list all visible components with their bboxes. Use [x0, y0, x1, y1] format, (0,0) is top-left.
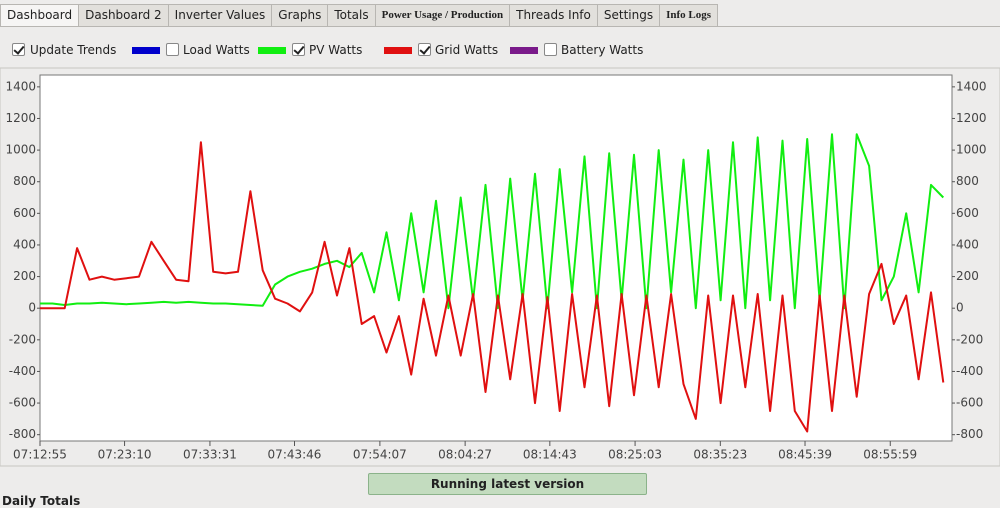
legend-swatch	[510, 47, 538, 54]
y2-tick-label: -800	[956, 427, 983, 441]
chart: -800 -800 -600 -600 -400 -400 -200 -200 0 0 200 200…	[0, 67, 1000, 467]
legend-swatch	[258, 47, 286, 54]
x-tick-label: 08:55:59	[863, 448, 917, 462]
y-tick-label: -600	[9, 396, 36, 410]
legend-label: Grid Watts	[435, 43, 499, 57]
tab[interactable]: Graphs	[271, 4, 329, 26]
y2-tick-label: 800	[956, 174, 979, 188]
series-line	[40, 133, 945, 310]
checkbox[interactable]	[12, 43, 25, 56]
y-tick-label: 1400	[5, 79, 36, 93]
y2-tick-label: 1200	[956, 111, 987, 125]
series-line	[40, 141, 945, 433]
x-tick-label: 07:23:10	[98, 448, 152, 462]
x-tick-label: 08:35:23	[693, 448, 747, 462]
checkbox-label: Update Trends	[30, 43, 117, 57]
x-tick-label: 07:12:55	[13, 448, 67, 462]
y2-tick-label: 400	[956, 237, 979, 251]
x-tick-label: 08:04:27	[438, 448, 492, 462]
y2-tick-label: 1400	[956, 79, 987, 93]
y-tick-label: -200	[9, 332, 36, 346]
legend-checkbox[interactable]	[418, 43, 431, 56]
tab[interactable]: Settings	[596, 4, 661, 26]
x-tick-label: 08:14:43	[523, 448, 577, 462]
tab[interactable]: Dashboard	[0, 4, 80, 26]
tab[interactable]: Power Usage / Production	[374, 4, 511, 26]
y-tick-label: 200	[13, 269, 36, 283]
legend-label: Battery Watts	[561, 43, 644, 57]
y2-tick-label: -600	[956, 396, 983, 410]
tab[interactable]: Dashboard 2	[78, 4, 169, 26]
y-tick-label: 600	[13, 206, 36, 220]
y-tick-label: 0	[28, 301, 36, 315]
legend-label: PV Watts	[309, 43, 363, 57]
legend-checkbox[interactable]	[292, 43, 305, 56]
tab-bar: Dashboard Dashboard 2 Inverter Values Graph…	[0, 4, 719, 26]
y2-tick-label: 600	[956, 206, 979, 220]
section-title: Daily Totals	[2, 494, 81, 508]
tab[interactable]: Threads Info	[509, 4, 598, 26]
y-tick-label: -400	[9, 364, 36, 378]
legend-checkbox[interactable]	[166, 43, 179, 56]
tab-divider	[0, 26, 1000, 27]
y2-tick-label: 200	[956, 269, 979, 283]
legend-checkbox[interactable]	[544, 43, 557, 56]
tab[interactable]: Totals	[327, 4, 376, 26]
y-tick-label: 1000	[5, 143, 36, 157]
tab[interactable]: Inverter Values	[167, 4, 273, 26]
x-tick-label: 07:43:46	[268, 448, 322, 462]
y-tick-label: 800	[13, 174, 36, 188]
y-tick-label: 400	[13, 237, 36, 251]
x-tick-label: 07:33:31	[183, 448, 237, 462]
y-tick-label: -800	[9, 427, 36, 441]
x-tick-label: 07:54:07	[353, 448, 407, 462]
y2-tick-label: 1000	[956, 143, 987, 157]
y2-tick-label: 0	[956, 301, 964, 315]
legend-swatch	[384, 47, 412, 54]
plot-area	[39, 74, 953, 442]
x-tick-label: 08:25:03	[608, 448, 662, 462]
y2-tick-label: -400	[956, 364, 983, 378]
legend-label: Load Watts	[183, 43, 250, 57]
x-tick-label: 08:45:39	[778, 448, 832, 462]
y2-tick-label: -200	[956, 332, 983, 346]
legend-swatch	[132, 47, 160, 54]
tab[interactable]: Info Logs	[659, 4, 719, 26]
y-tick-label: 1200	[5, 111, 36, 125]
status-button[interactable]: Running latest version	[368, 473, 647, 495]
